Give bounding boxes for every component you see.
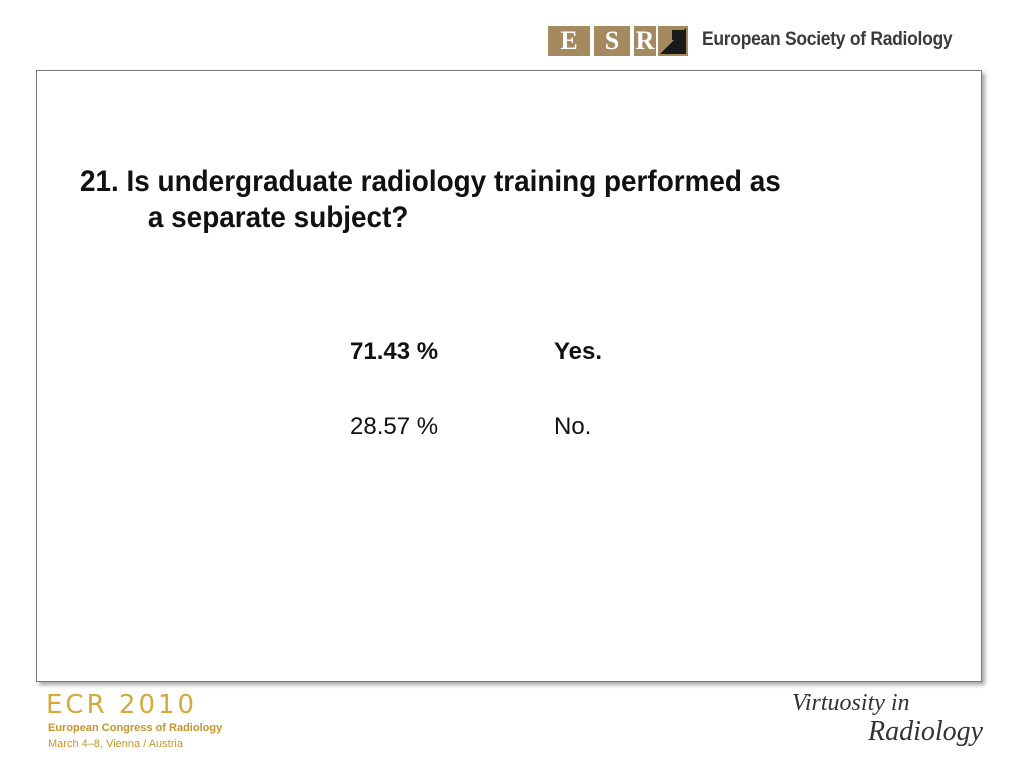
slide-panel — [36, 70, 982, 682]
esr-logo: E S R — [548, 26, 688, 56]
org-name: European Society of Radiology — [702, 29, 953, 50]
ecr-subtitle: European Congress of Radiology — [48, 722, 223, 734]
answer-label: Yes. — [554, 338, 603, 365]
ecr-dates: March 4–8, Vienna / Austria — [48, 738, 183, 750]
answer-percent: 71.43 % — [350, 338, 439, 365]
answer-percent: 28.57 % — [350, 413, 439, 440]
esr-mark-icon — [658, 26, 688, 56]
question-line-2: a separate subject? — [147, 201, 409, 234]
question-line-1: 21. Is undergraduate radiology training … — [80, 165, 781, 198]
tagline-line-1: Virtuosity in — [792, 690, 910, 716]
logo-letter-s: S — [594, 26, 630, 56]
logo-letter-r: R — [634, 26, 656, 56]
logo-letter-e: E — [548, 26, 590, 56]
tagline-line-2: Radiology — [868, 716, 984, 747]
answer-label: No. — [554, 413, 592, 440]
question-text: 21. Is undergraduate radiology training … — [80, 164, 898, 236]
ecr-title: ECR 2010 — [46, 690, 198, 720]
